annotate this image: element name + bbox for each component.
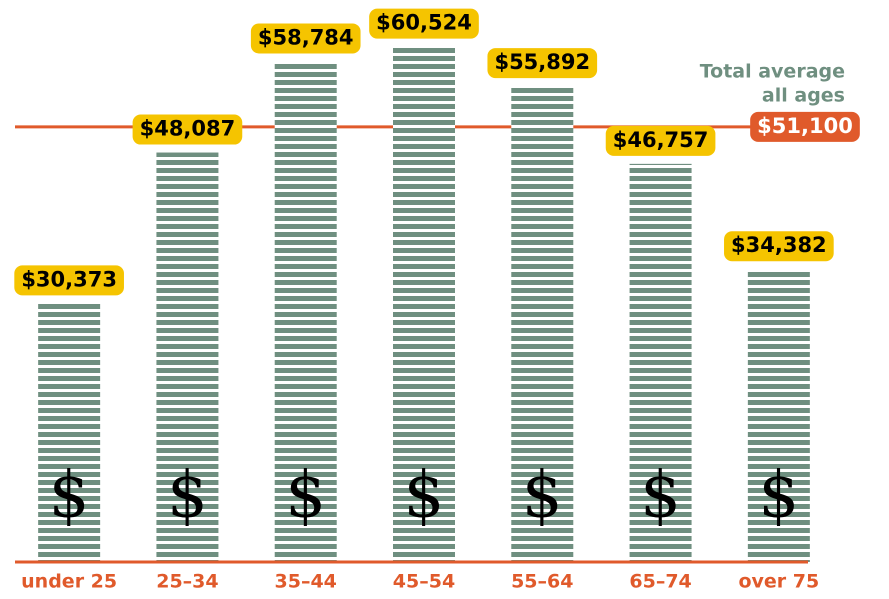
data-label: $55,892: [494, 50, 590, 74]
bar: [393, 46, 455, 563]
x-tick-label: 55–64: [511, 571, 573, 593]
data-label-box: [369, 8, 479, 39]
annotation: all ages: [762, 85, 845, 107]
data-label-box: [14, 265, 124, 296]
bar: [511, 86, 574, 562]
data-label: $60,524: [376, 11, 472, 35]
data-label-box: [487, 48, 598, 79]
data-label: $30,373: [21, 267, 117, 291]
bar-symbol: $: [49, 459, 90, 533]
bar-symbol: $: [640, 459, 681, 533]
annotation: Total average: [700, 61, 845, 83]
data-label-box: [724, 231, 834, 262]
x-tick-label: over 75: [738, 571, 819, 593]
bar-symbol: $: [404, 459, 445, 533]
x-tick-label: 45–54: [393, 571, 455, 593]
average-label-box: [750, 111, 860, 142]
x-tick-label: 65–74: [629, 571, 691, 593]
bar-symbol: $: [285, 459, 326, 533]
data-label: $46,757: [613, 128, 709, 152]
bar: [629, 163, 692, 562]
bar: [747, 269, 810, 562]
x-tick-label: 25–34: [156, 571, 218, 593]
bar-symbol: $: [167, 459, 208, 533]
bar: [38, 303, 101, 562]
bar-symbol: $: [522, 459, 563, 533]
data-label-box: [250, 23, 361, 54]
x-tick-label: under 25: [21, 571, 117, 593]
data-label: $48,087: [140, 117, 236, 141]
data-label: $58,784: [258, 25, 354, 49]
data-label-box: [605, 125, 716, 156]
average-label: $51,100: [757, 114, 853, 138]
x-tick-label: 35–44: [275, 571, 337, 593]
bar: [156, 152, 219, 562]
bar-symbol: $: [758, 459, 799, 533]
bar: [274, 61, 337, 562]
data-label-box: [132, 114, 243, 145]
data-label: $34,382: [731, 233, 827, 257]
